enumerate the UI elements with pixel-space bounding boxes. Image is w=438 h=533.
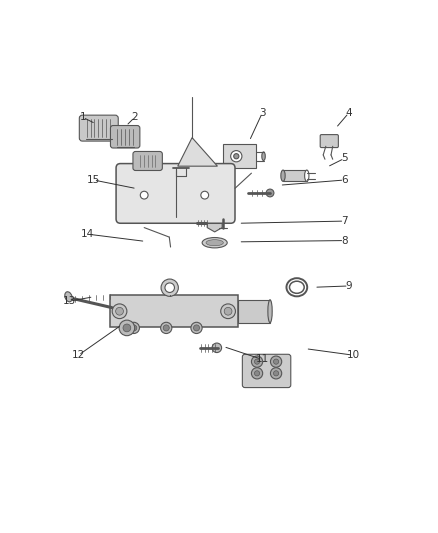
Circle shape <box>140 191 148 199</box>
Bar <box>110 295 237 327</box>
Text: 2: 2 <box>131 112 138 122</box>
Polygon shape <box>178 138 217 166</box>
Text: 9: 9 <box>346 281 352 291</box>
Text: 7: 7 <box>341 216 348 226</box>
Circle shape <box>251 356 263 367</box>
Circle shape <box>270 368 282 379</box>
Circle shape <box>273 371 279 376</box>
Text: 14: 14 <box>81 229 94 239</box>
Circle shape <box>273 359 279 364</box>
Ellipse shape <box>290 281 304 293</box>
Circle shape <box>123 324 131 332</box>
Circle shape <box>119 320 134 336</box>
Bar <box>283 170 307 181</box>
Circle shape <box>161 322 172 334</box>
Circle shape <box>224 308 232 315</box>
Text: 13: 13 <box>63 296 77 306</box>
Ellipse shape <box>206 240 223 246</box>
Text: 11: 11 <box>256 354 269 365</box>
Circle shape <box>128 322 139 334</box>
Circle shape <box>234 154 239 159</box>
Ellipse shape <box>286 278 307 296</box>
Circle shape <box>254 371 260 376</box>
Text: 3: 3 <box>259 108 265 118</box>
Ellipse shape <box>202 238 227 248</box>
Circle shape <box>194 325 200 331</box>
Bar <box>223 144 256 168</box>
Circle shape <box>251 368 263 379</box>
Text: 10: 10 <box>346 350 360 360</box>
Circle shape <box>201 191 208 199</box>
Circle shape <box>165 283 174 293</box>
Text: 5: 5 <box>341 154 348 164</box>
Text: 6: 6 <box>341 175 348 185</box>
Circle shape <box>254 359 260 364</box>
Text: 1: 1 <box>79 112 86 122</box>
Circle shape <box>112 304 127 319</box>
Circle shape <box>221 304 236 319</box>
Text: 15: 15 <box>87 175 100 185</box>
Text: 8: 8 <box>341 236 348 246</box>
Circle shape <box>191 322 202 334</box>
Ellipse shape <box>268 300 272 322</box>
Circle shape <box>131 325 137 331</box>
FancyBboxPatch shape <box>110 126 140 148</box>
Text: 4: 4 <box>346 108 352 118</box>
Circle shape <box>266 189 274 197</box>
Bar <box>237 300 270 322</box>
Circle shape <box>163 325 169 331</box>
Circle shape <box>212 343 222 352</box>
Ellipse shape <box>65 292 72 302</box>
FancyBboxPatch shape <box>116 164 235 223</box>
FancyBboxPatch shape <box>133 151 162 171</box>
Ellipse shape <box>262 152 265 160</box>
Circle shape <box>116 308 124 315</box>
FancyBboxPatch shape <box>242 354 291 387</box>
Ellipse shape <box>281 170 285 181</box>
Circle shape <box>231 151 242 162</box>
FancyBboxPatch shape <box>79 115 118 141</box>
Circle shape <box>270 356 282 367</box>
Ellipse shape <box>304 170 309 181</box>
FancyBboxPatch shape <box>320 135 338 148</box>
Circle shape <box>161 279 178 296</box>
Polygon shape <box>207 215 222 232</box>
Text: 12: 12 <box>72 350 85 360</box>
